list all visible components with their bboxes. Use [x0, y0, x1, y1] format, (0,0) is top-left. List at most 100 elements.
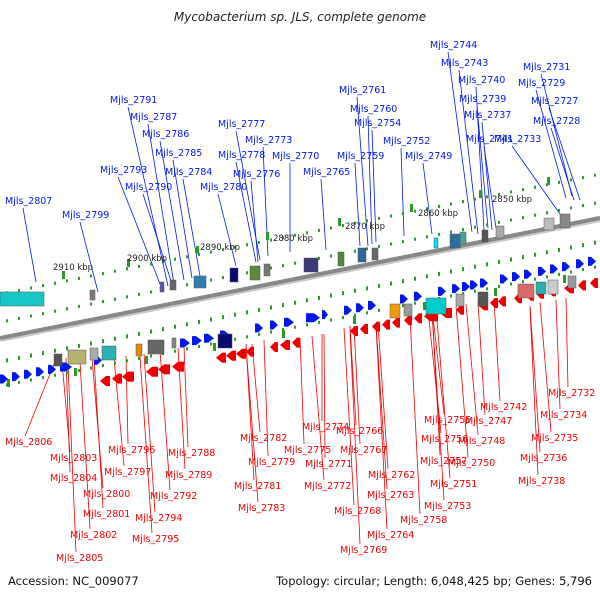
tick-dot — [294, 233, 296, 237]
tick-dot — [462, 228, 464, 232]
reverse-gene-label: Mjls_2805 — [56, 553, 103, 564]
tick-dot — [102, 272, 104, 276]
forward-gene-label: Mjls_2741 — [466, 134, 513, 145]
tick-dot — [330, 254, 332, 258]
tick-dot — [258, 240, 260, 244]
tick-dot — [54, 348, 56, 353]
tick-dot — [186, 283, 188, 287]
tick-dot — [210, 250, 212, 254]
forward-gene-arrow — [255, 323, 263, 333]
forward-leader-line — [235, 161, 257, 263]
forward-gene-label: Mjls_2752 — [383, 136, 430, 147]
reverse-gene-arrow — [360, 324, 368, 334]
tick-dot — [330, 318, 332, 322]
gene-box — [89, 289, 96, 301]
tick-dot — [450, 269, 452, 274]
tick-dot — [78, 276, 80, 280]
tick-dot — [414, 301, 416, 305]
tick-dot — [582, 204, 584, 208]
tick-dot — [174, 324, 176, 329]
tick-dot — [66, 307, 68, 311]
tick-dot — [558, 208, 560, 212]
tick-dot — [78, 343, 80, 348]
tick-dot — [198, 319, 200, 324]
forward-gene-arrow — [368, 300, 376, 310]
forward-leader-line — [250, 180, 259, 263]
forward-gene-arrow — [480, 278, 488, 288]
forward-gene-label: Mjls_2733 — [494, 134, 541, 145]
reverse-leader-line — [409, 315, 421, 515]
tick-dot — [258, 307, 260, 312]
reverse-leader-line — [343, 327, 355, 506]
tick-dot — [594, 240, 596, 245]
reverse-leader-line — [435, 307, 451, 479]
reverse-gene-label: Mjls_2782 — [240, 433, 287, 444]
tick-dot — [570, 178, 572, 182]
forward-gene-label: Mjls_2787 — [130, 112, 177, 123]
forward-gene-arrow — [438, 286, 446, 296]
tick-dot — [486, 287, 488, 291]
forward-gene-label: Mjls_2728 — [533, 116, 580, 127]
forward-gene-label: Mjls_2799 — [62, 210, 109, 221]
tick-dot — [498, 284, 500, 288]
forward-leader-line — [371, 129, 377, 243]
tick-dot — [42, 351, 44, 356]
tick-dot — [426, 274, 428, 279]
tick-dot — [66, 279, 68, 283]
tick-dot — [534, 213, 536, 217]
gene-box — [425, 297, 447, 315]
forward-leader-line — [354, 162, 361, 247]
reverse-leader-line — [477, 301, 486, 416]
reverse-gene-label: Mjls_2735 — [531, 433, 578, 444]
reverse-gene-label: Mjls_2774 — [302, 422, 349, 433]
reverse-gene-label: Mjls_2768 — [334, 506, 381, 517]
tick-dot — [354, 221, 356, 225]
tick-dot — [534, 185, 536, 189]
tick-dot — [54, 309, 56, 313]
tick-dot — [546, 211, 548, 215]
tick-dot — [114, 297, 116, 301]
tick-dot — [522, 280, 524, 284]
tick-dot — [306, 323, 308, 327]
reverse-gene-arrow — [246, 346, 254, 357]
reverse-gene-arrow — [280, 340, 290, 350]
reverse-gene-label: Mjls_2783 — [238, 503, 285, 514]
tick-dot — [90, 302, 92, 306]
reverse-gene-label: Mjls_2797 — [104, 467, 151, 478]
tick-dot — [270, 238, 272, 242]
accession-label: Accession: NC_009077 — [8, 574, 139, 588]
tick-dot — [378, 216, 380, 220]
gene-box — [263, 263, 271, 277]
forward-leader-line — [127, 106, 169, 287]
tick-dot — [474, 264, 476, 269]
forward-gene-arrow — [284, 317, 294, 327]
reverse-gene-label: Mjls_2792 — [150, 491, 197, 502]
forward-gene-label: Mjls_2773 — [245, 135, 292, 146]
forward-gene-arrow — [306, 313, 320, 323]
forward-gene-label: Mjls_2790 — [125, 182, 172, 193]
reverse-gene-arrow — [100, 376, 110, 386]
forward-gene-arrow — [588, 256, 596, 266]
forward-leader-line — [142, 193, 173, 285]
forward-gene-label: Mjls_2770 — [272, 151, 319, 162]
forward-gene-arrow — [550, 264, 558, 274]
tick-dot — [294, 261, 296, 265]
gene-box — [481, 229, 489, 243]
reverse-leader-line — [565, 297, 569, 388]
tick-dot — [414, 209, 416, 213]
forward-leader-line — [481, 121, 493, 231]
tick-dot — [18, 355, 20, 360]
forward-leader-line — [447, 51, 473, 233]
forward-gene-arrow — [470, 280, 478, 290]
tick-dot — [246, 271, 248, 275]
gene-box — [433, 237, 439, 249]
tick-dot — [282, 303, 284, 308]
reverse-gene-arrow — [578, 280, 586, 291]
reverse-leader-line — [349, 329, 361, 545]
major-tick — [145, 356, 148, 364]
tick-dot — [438, 232, 440, 236]
reverse-gene-label: Mjls_2738 — [518, 476, 565, 487]
tick-dot — [486, 262, 488, 267]
tick-dot — [102, 339, 104, 344]
tick-dot — [366, 311, 368, 315]
